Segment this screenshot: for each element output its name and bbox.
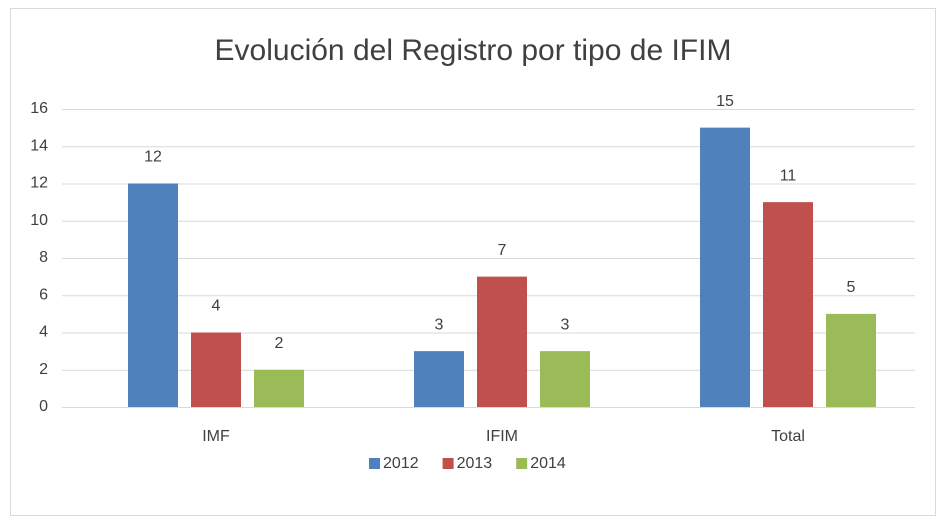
legend-swatch [442, 458, 454, 469]
y-tick-label: 16 [30, 100, 48, 117]
data-label: 11 [780, 167, 797, 184]
legend-label: 2013 [457, 455, 493, 472]
chart-title: Evolución del Registro por tipo de IFIM [215, 34, 732, 67]
bar [700, 127, 750, 407]
data-label: 12 [144, 149, 162, 166]
data-label: 3 [435, 316, 444, 333]
x-tick-label: IFIM [486, 428, 518, 445]
y-tick-label: 6 [39, 286, 48, 303]
data-label: 3 [561, 316, 570, 333]
y-tick-label: 14 [30, 137, 48, 154]
bar [191, 332, 241, 407]
legend-swatch [516, 458, 528, 469]
data-label: 4 [212, 298, 221, 315]
data-label: 2 [275, 335, 284, 352]
bar [414, 351, 464, 407]
y-tick-label: 10 [30, 212, 48, 229]
bar [477, 276, 527, 407]
data-label: 5 [847, 279, 856, 296]
legend-swatch [369, 458, 380, 469]
data-label: 7 [498, 242, 507, 259]
y-tick-label: 0 [39, 398, 48, 415]
x-tick-label: IMF [202, 428, 230, 445]
data-label: 15 [716, 93, 734, 110]
y-tick-label: 8 [39, 249, 48, 266]
legend-label: 2012 [383, 455, 419, 472]
y-tick-label: 12 [30, 175, 48, 192]
bar [763, 202, 813, 407]
y-tick-label: 2 [39, 361, 48, 378]
bar [254, 369, 304, 407]
bar [128, 183, 178, 407]
bar [826, 313, 876, 407]
bar [540, 351, 590, 407]
x-tick-label: Total [771, 428, 805, 445]
legend-label: 2014 [530, 455, 566, 472]
y-tick-label: 4 [39, 324, 48, 341]
